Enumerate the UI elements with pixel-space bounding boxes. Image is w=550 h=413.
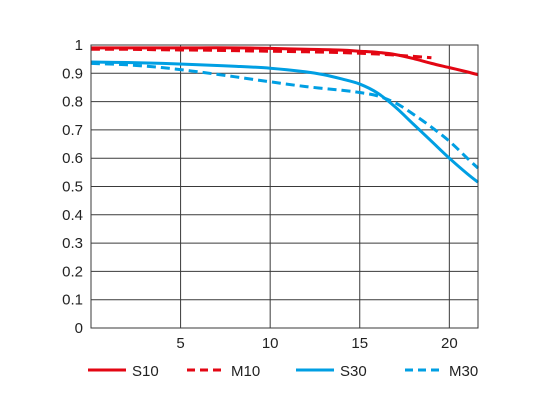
x-tick-label: 15: [351, 335, 368, 352]
series-line-s30: [90, 60, 479, 184]
y-tick-label: 0.2: [62, 263, 83, 280]
x-tick-labels: 5 10 15 20: [176, 335, 457, 352]
y-tick-label: 1: [75, 37, 83, 54]
legend-label-m30: M30: [449, 363, 478, 380]
plot-border: [90, 44, 479, 329]
y-tick-label: 0.1: [62, 292, 83, 309]
legend-label-s30: S30: [340, 363, 367, 380]
y-tick-label: 0.3: [62, 235, 83, 252]
y-tick-labels: 0 0.1 0.2 0.3 0.4 0.5 0.6 0.7 0.8 0.9 1: [62, 37, 83, 337]
series-line-s10: [91, 46, 479, 77]
x-tick-label: 20: [441, 335, 458, 352]
y-tick-label: 0.6: [62, 150, 83, 167]
series-lines: [90, 46, 480, 184]
series-line-m30: [90, 61, 480, 170]
grid: [91, 44, 478, 329]
x-tick-label: 5: [176, 335, 184, 352]
legend-label-s10: S10: [132, 363, 159, 380]
y-tick-label: 0: [75, 320, 83, 337]
y-tick-label: 0.4: [62, 207, 83, 224]
y-tick-label: 0.7: [62, 122, 83, 139]
x-tick-label: 10: [262, 335, 279, 352]
legend-label-m10: M10: [231, 363, 260, 380]
legend: S10 M10 S30 M30: [88, 363, 478, 380]
y-tick-label: 0.5: [62, 179, 83, 196]
y-tick-label: 0.9: [62, 65, 83, 82]
plot-frame: [90, 44, 479, 329]
y-tick-label: 0.8: [62, 94, 83, 111]
series-line-m10: [90, 47, 432, 60]
